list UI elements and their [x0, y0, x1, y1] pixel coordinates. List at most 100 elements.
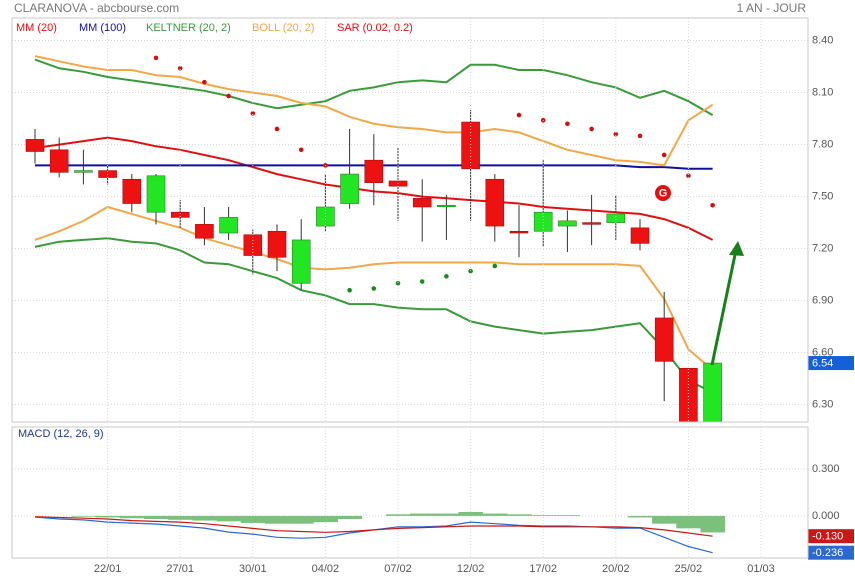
y-tick-label: 6.60 [812, 347, 833, 359]
x-tick-label: 17/02 [529, 563, 557, 575]
x-tick-label: 01/03 [747, 563, 775, 575]
price-panel [12, 18, 808, 422]
legend-entry: SAR (0.02, 0.2) [337, 22, 413, 34]
candle-body [630, 227, 650, 244]
candle-body [340, 173, 359, 204]
y-tick-label: 7.50 [812, 190, 833, 202]
sar-dot [153, 55, 159, 61]
x-tick-label: 20/02 [602, 563, 630, 575]
last-value-label: -0.130 [812, 531, 843, 543]
sar-dot [637, 133, 643, 139]
sar-dot [250, 111, 256, 116]
candle-body [412, 198, 432, 208]
candle-body [437, 204, 456, 208]
sar-dot [468, 268, 473, 274]
histogram-bar [240, 515, 266, 523]
candle-body [679, 367, 698, 422]
price-frame [11, 17, 809, 423]
legend-entry: BOLL (20, 2) [252, 22, 315, 34]
y-tick-label: 0.300 [812, 463, 840, 475]
candle-body [219, 217, 238, 234]
macd-panel [12, 427, 808, 558]
y-tick-label: 8.40 [812, 34, 833, 46]
y-tick-label: 7.20 [812, 243, 833, 255]
candle-body [122, 178, 142, 204]
histogram-bar [410, 513, 435, 516]
last-value-label: -0.236 [812, 547, 843, 559]
sar-dot [589, 126, 594, 132]
x-tick-label: 07/02 [384, 563, 412, 575]
histogram-bar [458, 511, 484, 516]
y-tick-label: 6.30 [812, 399, 833, 411]
sar-dot [444, 274, 449, 279]
histogram-bar [676, 515, 701, 529]
x-tick-label: 12/02 [457, 563, 485, 575]
sar-dot [347, 287, 352, 293]
candle-body [509, 230, 529, 234]
candle-body [195, 224, 214, 239]
band-lower [34, 205, 714, 371]
x-tick-label: 25/02 [675, 563, 703, 575]
histogram-bar [506, 514, 532, 516]
sar-dot [226, 93, 231, 99]
sar-dot [516, 112, 522, 118]
candle-body [654, 317, 674, 362]
histogram-bar [119, 515, 145, 519]
histogram-bar [555, 515, 580, 516]
annotation-label: G [659, 187, 668, 199]
x-tick-label: 04/02 [312, 563, 340, 575]
band-upper [34, 55, 714, 167]
candle-body [485, 178, 505, 227]
histogram-bar [531, 515, 556, 516]
legend-entry: KELTNER (20, 2) [146, 22, 231, 34]
sar-dot [177, 65, 183, 71]
candle-body [49, 149, 69, 173]
histogram-bar [168, 515, 193, 520]
last-value-box [808, 545, 854, 560]
histogram-bar [385, 514, 411, 516]
histogram-bar [71, 515, 96, 517]
arrow-shaft [710, 249, 738, 366]
candle-body [25, 139, 45, 152]
sar-dot [371, 286, 377, 291]
histogram-bar [143, 515, 169, 520]
sar-dot [492, 263, 498, 269]
candle-body [74, 170, 93, 173]
histogram-bar [482, 513, 508, 516]
candle-body [582, 222, 601, 225]
sar-dot [686, 173, 691, 179]
sar-dot [661, 152, 667, 158]
chart-title: CLARANOVA - abcbourse.com [14, 1, 179, 15]
histogram-bar [434, 513, 459, 516]
histogram-bar [216, 515, 242, 522]
sar-dot [419, 279, 425, 284]
x-tick-label: 30/01 [239, 563, 267, 575]
histogram-bar [95, 515, 121, 518]
overlay: 8.40 8.10 7.80 7.50 7.20 6.90 6.60 6.30 MM (20) M… [16, 22, 854, 575]
legend-entry: MM (100) [79, 22, 126, 34]
annotation-badge [655, 185, 671, 201]
histogram-bar [313, 515, 338, 523]
histogram-bar [289, 515, 314, 524]
sar-dot [395, 280, 401, 286]
histogram-bar [192, 515, 217, 521]
arrow-head [729, 241, 744, 256]
last-value-label: 6.54 [812, 357, 833, 369]
candle-body [364, 159, 384, 184]
sar-dot [613, 131, 619, 137]
sar-dot [710, 202, 715, 208]
band-lower [34, 237, 714, 394]
histogram-bar [627, 515, 653, 518]
y-tick-label: 7.80 [812, 138, 833, 150]
macd-line [34, 516, 713, 554]
candle-body [703, 362, 722, 422]
histogram-bar [700, 515, 726, 533]
period-label: 1 AN - JOUR [737, 1, 807, 15]
sar-dot [202, 79, 207, 85]
candle-body [606, 213, 626, 223]
candle-body [146, 175, 166, 213]
macd-line [34, 516, 713, 537]
candle-body [170, 211, 190, 218]
histogram-bar [264, 515, 290, 524]
